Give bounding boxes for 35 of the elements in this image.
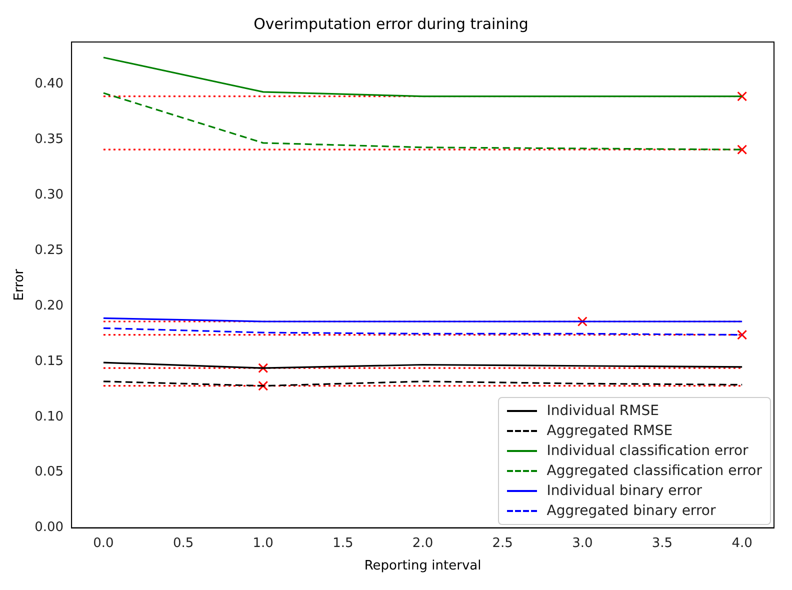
point [737, 91, 748, 102]
legend-label: Aggregated classification error [546, 462, 762, 479]
point [737, 144, 748, 155]
y-tick-label: 0.10 [34, 409, 64, 424]
y-tick-label: 0.35 [34, 132, 64, 147]
point [258, 363, 268, 374]
x-tick-label: 2.5 [492, 536, 513, 551]
y-tick-label: 0.25 [34, 242, 64, 258]
line-series [102, 327, 743, 336]
point [258, 380, 268, 391]
y-tick-label: 0.15 [34, 354, 64, 369]
chart-title: Overimputation error during training [254, 14, 528, 33]
point [737, 330, 748, 340]
y-tick-label: 0.00 [34, 520, 64, 536]
x-tick-label: 3.0 [572, 536, 593, 551]
legend-label: Individual binary error [546, 482, 702, 499]
x-tick-label: 0.0 [93, 536, 114, 551]
y-tick-label: 0.20 [34, 298, 64, 314]
y-tick-label: 0.05 [34, 464, 64, 480]
y-axis-title: Error [12, 268, 28, 301]
x-tick-label: 4.0 [732, 536, 752, 551]
x-tick-label: 1.5 [332, 536, 354, 551]
legend-label: Individual classification error [546, 442, 748, 459]
point [577, 316, 588, 326]
line-series [102, 92, 743, 150]
y-tick-label: 0.30 [34, 187, 64, 202]
x-axis-title: Reporting interval [364, 558, 482, 574]
x-tick-label: 3.5 [652, 536, 673, 551]
legend-label: Aggregated RMSE [546, 422, 673, 439]
x-tick-label: 2.0 [412, 536, 434, 551]
x-tick-label: 1.0 [252, 536, 274, 551]
legend-label: Aggregated binary error [546, 502, 716, 519]
y-tick-label: 0.40 [34, 76, 64, 92]
x-tick-label: 0.5 [172, 536, 194, 551]
legend-label: Individual RMSE [546, 402, 659, 419]
